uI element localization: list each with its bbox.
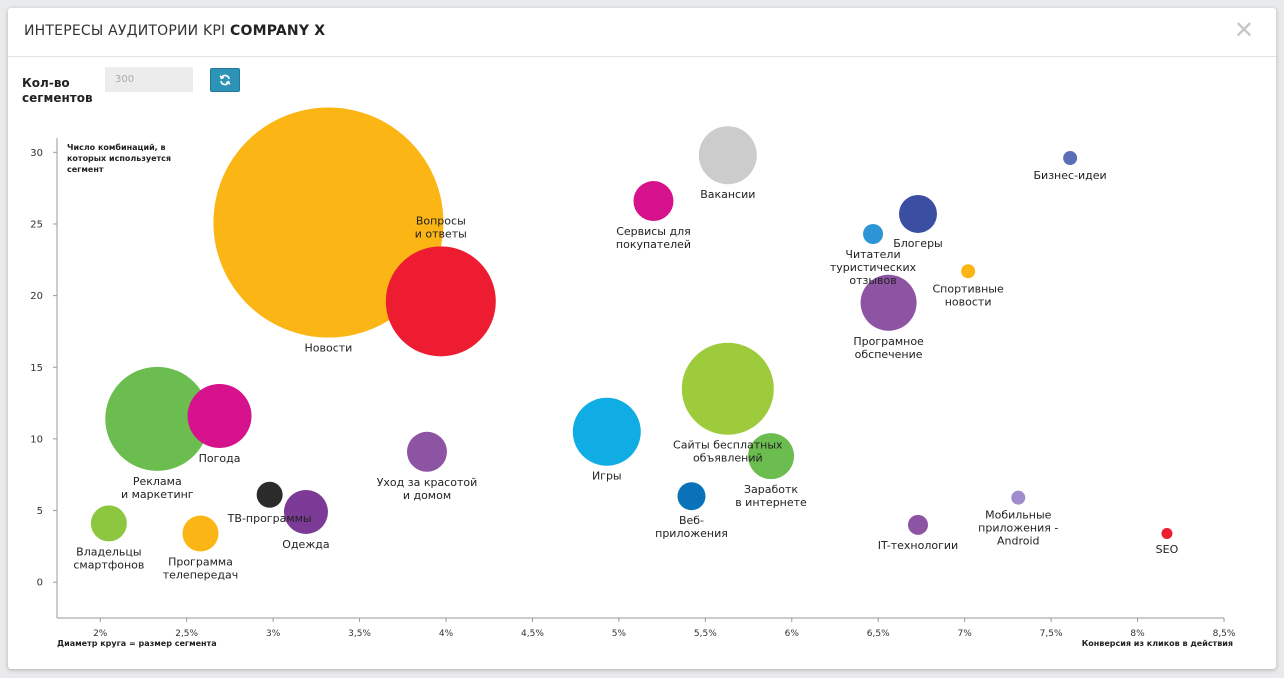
bubble-label: Сайты бесплатных объявлений [673, 439, 783, 465]
bubble-label: Заработк в интернете [735, 483, 807, 509]
bubble-label: IT-технологии [878, 539, 958, 552]
x-tick-label: 8,5% [1213, 629, 1236, 639]
title-company: COMPANY X [230, 23, 326, 39]
bubble [213, 107, 444, 338]
bubble-label: Вопросы и ответы [415, 214, 467, 240]
bubble-label: Бизнес-идеи [1034, 169, 1107, 182]
bubble [182, 515, 219, 552]
bubble [907, 514, 928, 535]
bubble [961, 264, 976, 279]
bubble [187, 383, 252, 448]
bubble-label: SEO [1156, 543, 1179, 556]
bubble-label: Сервисы для покупателей [616, 225, 691, 251]
bubble-chart: 0 5 10 15 20 25 30 2% 2,5% 3% 3,5% 4% 4,5% 5% 5,5% 6% 6,… [30, 107, 1236, 639]
bubble [681, 342, 774, 435]
bubble [898, 194, 937, 233]
bubble [633, 181, 674, 222]
bubble [698, 126, 757, 185]
bubble-label: Программа телепередач [163, 555, 239, 581]
y-tick-label: 0 [37, 578, 43, 589]
bubble-label: Вакансии [700, 188, 755, 201]
x-tick-label: 5,5% [694, 629, 717, 639]
modal-header: ИНТЕРЕСЫ АУДИТОРИИ KPI COMPANY X ✕ [8, 8, 1276, 57]
y-tick-label: 10 [30, 434, 43, 445]
interests-modal: ИНТЕРЕСЫ АУДИТОРИИ KPI COMPANY X ✕ Кол-в… [8, 8, 1276, 669]
bubble [1011, 490, 1026, 505]
bubble [863, 224, 884, 244]
bubble-label: ТВ-программы [227, 512, 312, 525]
x-tick-label: 6% [785, 629, 800, 639]
x-tick-label: 3,5% [348, 629, 371, 639]
x-tick-label: 4% [439, 629, 454, 639]
x-tick-label: 2% [93, 629, 108, 639]
bubble-label: Новости [305, 342, 353, 355]
bubble-label: Погода [199, 452, 241, 465]
bubble-label: Одежда [282, 538, 329, 551]
bubble-label: Блогеры [893, 237, 943, 250]
x-tick-label: 7% [958, 629, 973, 639]
y-axis-label: Число комбинаций, в которых используется… [67, 143, 172, 174]
y-tick-label: 5 [37, 506, 43, 517]
x-axis-label: Конверсия из кликов в действия [1081, 639, 1233, 648]
segments-count-label: Кол-во сегментов [22, 76, 93, 105]
x-tick-label: 3% [266, 629, 281, 639]
refresh-icon [219, 74, 231, 86]
y-tick-label: 25 [30, 219, 43, 230]
close-icon[interactable]: ✕ [1233, 16, 1254, 44]
bubble-label: Читатели туристических отзывов [830, 248, 917, 287]
bubble [748, 433, 795, 480]
refresh-button[interactable] [210, 68, 240, 92]
segments-count-input[interactable] [105, 67, 193, 92]
x-tick-label: 6,5% [867, 629, 890, 639]
y-tick-label: 15 [30, 363, 43, 374]
x-tick-label: 7,5% [1040, 629, 1063, 639]
x-tick-label: 4,5% [521, 629, 544, 639]
bubble-label: Игры [592, 470, 622, 483]
bubble [385, 246, 496, 357]
size-legend-label: Диаметр круга = размер сегмента [57, 639, 217, 648]
bubble-label: Владельцы смартфонов [73, 545, 144, 571]
x-tick-label: 5% [612, 629, 627, 639]
bubble-label: Реклама и маркетинг [121, 475, 194, 501]
bubble [90, 505, 127, 542]
bubble [572, 397, 641, 466]
bubble [677, 482, 706, 511]
x-tick-label: 2,5% [175, 629, 198, 639]
x-tick-label: 8% [1130, 629, 1145, 639]
y-tick-label: 20 [30, 291, 43, 302]
title-prefix: ИНТЕРЕСЫ АУДИТОРИИ KPI [24, 23, 226, 39]
modal-title: ИНТЕРЕСЫ АУДИТОРИИ KPI COMPANY X [24, 23, 325, 39]
bubble-label: Програмное обспечение [853, 335, 924, 361]
bubble-label: Спортивные новости [932, 282, 1004, 308]
bubble-label: Веб-приложения [655, 514, 728, 540]
y-tick-label: 30 [30, 148, 43, 159]
bubble [1063, 151, 1078, 166]
bubble [283, 489, 328, 534]
bubble [105, 366, 210, 471]
bubble [860, 274, 917, 331]
bubble [256, 481, 283, 508]
bubble [1161, 527, 1173, 539]
bubble [406, 431, 447, 472]
bubble-label: Уход за красотой и домом [377, 476, 478, 502]
bubble-label: Мобильные приложения -Android [978, 509, 1058, 548]
